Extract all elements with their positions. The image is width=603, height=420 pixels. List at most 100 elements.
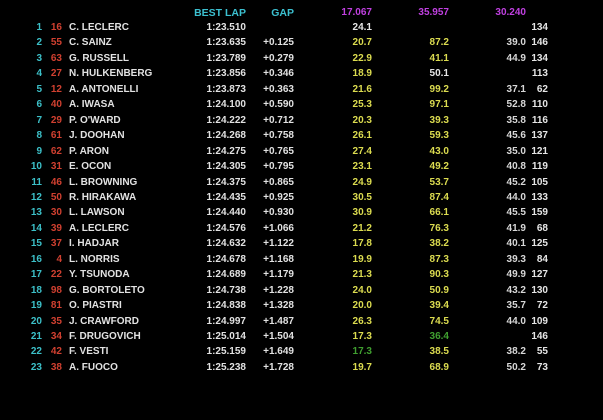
car-number: 27 — [50, 68, 62, 80]
sector3: 39.3 — [506, 253, 526, 265]
gap: +1.168 — [263, 253, 294, 265]
laps: 121 — [531, 145, 548, 157]
driver-name: O. PIASTRI — [69, 300, 122, 312]
best-lap: 1:23.510 — [206, 22, 246, 33]
position: 1 — [36, 22, 42, 33]
sector3: 43.2 — [506, 284, 526, 296]
laps: 113 — [531, 68, 548, 80]
gap: +0.346 — [263, 68, 294, 80]
laps: 133 — [531, 191, 548, 203]
laps: 105 — [531, 176, 548, 188]
sector2: 68.9 — [429, 361, 449, 373]
car-number: 55 — [50, 37, 62, 49]
car-number: 61 — [50, 130, 62, 142]
laps: 146 — [531, 37, 548, 49]
best-lap: 1:25.159 — [206, 346, 246, 358]
best-lap: 1:24.838 — [206, 300, 246, 312]
car-number: 63 — [50, 52, 62, 64]
position: 2 — [36, 37, 42, 49]
sector3: 50.2 — [506, 361, 526, 373]
car-number: 37 — [50, 238, 62, 250]
best-lap: 1:24.305 — [206, 161, 246, 173]
driver-name: I. HADJAR — [69, 238, 120, 250]
sector2: 97.1 — [429, 99, 449, 111]
sector1: 21.3 — [352, 269, 372, 281]
position: 22 — [30, 346, 42, 358]
gap: +0.279 — [263, 52, 294, 64]
sector3: 35.8 — [506, 114, 526, 126]
best-lap: 1:24.440 — [206, 207, 246, 219]
position: 8 — [36, 130, 42, 142]
best-lap: 1:24.275 — [206, 145, 246, 157]
sector1: 30.9 — [352, 207, 372, 219]
sector1: 27.4 — [352, 145, 372, 157]
best-lap: 1:24.100 — [206, 99, 246, 111]
position: 13 — [30, 207, 42, 219]
laps: 137 — [531, 130, 548, 142]
driver-name: L. LAWSON — [69, 207, 125, 219]
laps: 72 — [536, 300, 548, 312]
driver-name: A. ANTONELLI — [69, 83, 139, 95]
position: 20 — [30, 315, 42, 327]
laps: 119 — [531, 161, 548, 173]
gap: +1.328 — [263, 300, 294, 312]
gap: +1.122 — [263, 238, 294, 250]
sector1: 24.9 — [352, 176, 372, 188]
sector1: 21.2 — [352, 222, 372, 234]
best-lap: 1:24.997 — [206, 315, 246, 327]
gap: +1.649 — [263, 346, 294, 358]
sector2: 99.2 — [429, 83, 449, 95]
car-number: 38 — [50, 361, 62, 373]
sector3: 40.1 — [506, 238, 526, 250]
driver-name: G. BORTOLETO — [69, 284, 145, 296]
header-sector3-best: 30.240 — [495, 7, 526, 18]
driver-name: A. FUOCO — [69, 361, 118, 373]
header-sector2-best: 35.957 — [418, 7, 449, 18]
car-number: 35 — [50, 315, 62, 327]
best-lap: 1:24.435 — [206, 191, 246, 203]
car-number: 62 — [50, 145, 62, 157]
car-number: 50 — [50, 191, 62, 203]
position: 19 — [30, 300, 42, 312]
best-lap: 1:23.635 — [206, 37, 246, 49]
gap: +0.712 — [263, 114, 294, 126]
car-number: 4 — [56, 253, 62, 265]
sector3: 49.9 — [506, 269, 526, 281]
gap: +1.179 — [263, 269, 294, 281]
position: 4 — [36, 68, 42, 80]
sector1: 23.1 — [352, 161, 372, 173]
sector1: 25.3 — [352, 99, 372, 111]
best-lap: 1:25.238 — [206, 361, 246, 373]
driver-name: C. LECLERC — [69, 22, 129, 33]
gap: +0.865 — [263, 176, 294, 188]
best-lap: 1:23.789 — [206, 52, 246, 64]
laps: 55 — [536, 346, 548, 358]
sector2: 66.1 — [429, 207, 449, 219]
best-lap: 1:24.222 — [206, 114, 246, 126]
best-lap: 1:24.375 — [206, 176, 246, 188]
driver-name: C. SAINZ — [69, 37, 112, 49]
best-lap: 1:24.268 — [206, 130, 246, 142]
position: 23 — [30, 361, 42, 373]
position: 3 — [36, 52, 42, 64]
gap: +0.795 — [263, 161, 294, 173]
laps: 62 — [536, 83, 548, 95]
gap: +0.765 — [263, 145, 294, 157]
driver-name: Y. TSUNODA — [69, 269, 130, 281]
car-number: 46 — [50, 176, 62, 188]
driver-name: A. LECLERC — [69, 222, 129, 234]
sector2: 38.5 — [429, 346, 449, 358]
laps: 130 — [531, 284, 548, 296]
driver-name: P. ARON — [69, 145, 110, 157]
laps: 84 — [536, 253, 548, 265]
laps: 134 — [531, 52, 548, 64]
sector1: 18.9 — [352, 68, 372, 80]
sector1: 19.7 — [352, 361, 372, 373]
position: 14 — [30, 222, 42, 234]
sector1: 24.0 — [352, 284, 372, 296]
sector2: 50.1 — [429, 68, 449, 80]
gap: +1.228 — [263, 284, 294, 296]
gap: +0.925 — [263, 191, 294, 203]
sector3: 37.1 — [506, 83, 526, 95]
car-number: 31 — [50, 161, 62, 173]
